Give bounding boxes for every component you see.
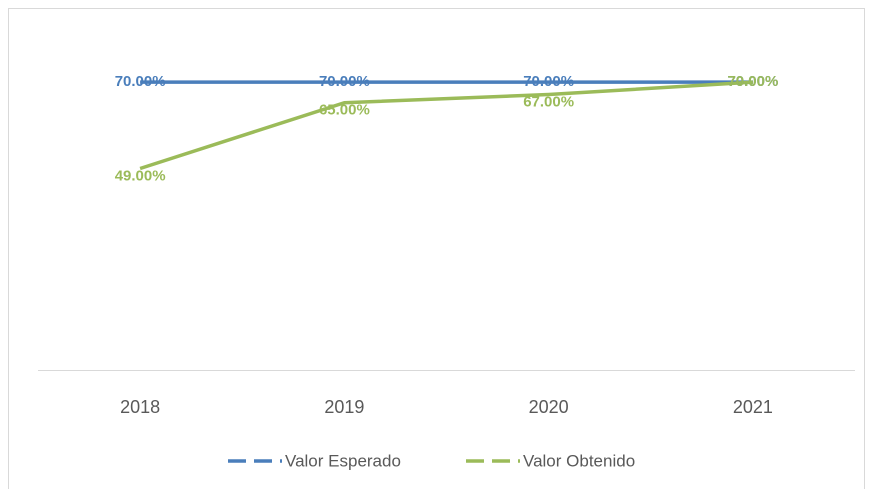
legend-label: Valor Esperado <box>285 451 401 470</box>
data-label: 70.00% <box>523 73 574 90</box>
data-label: 65.00% <box>319 102 370 119</box>
data-label: 70.00% <box>727 73 778 90</box>
x-tick-label: 2021 <box>733 397 773 417</box>
x-tick-label: 2019 <box>324 397 364 417</box>
data-label: 67.00% <box>523 93 574 110</box>
chart-frame <box>8 8 865 489</box>
series-line <box>139 80 754 171</box>
legend-label: Valor Obtenido <box>523 451 635 470</box>
data-label: 49.00% <box>115 167 166 184</box>
data-label: 70.00% <box>319 73 370 90</box>
x-tick-label: 2020 <box>529 397 569 417</box>
data-label: 70.00% <box>727 73 778 90</box>
data-label: 70.00% <box>115 73 166 90</box>
x-tick-label: 2018 <box>120 397 160 417</box>
